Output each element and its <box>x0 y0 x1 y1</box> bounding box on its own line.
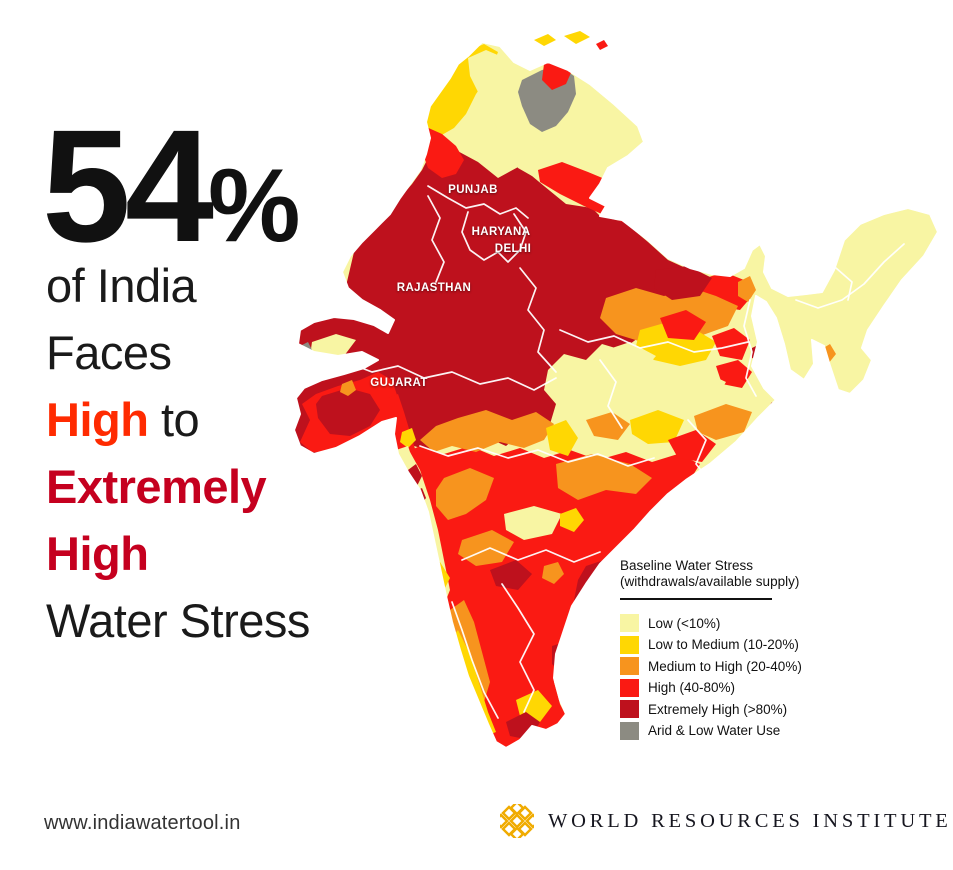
legend-label-arid: Arid & Low Water Use <box>648 723 781 739</box>
legend-label-low-to-medium: Low to Medium (10-20%) <box>648 637 799 653</box>
headline-text: of India Faces High to Extremely High Wa… <box>46 252 310 654</box>
legend-swatch-high <box>620 678 639 697</box>
headline-line-faces: Faces <box>46 326 172 379</box>
headline-line-of-india: of India <box>46 259 197 312</box>
headline-line-high-to: High to <box>46 386 310 453</box>
label-haryana: HARYANA <box>472 226 531 238</box>
stat-percent-sign: % <box>207 148 300 264</box>
legend-item-high: High (40-80%) <box>620 677 850 699</box>
legend-swatch-low-to-medium <box>620 635 639 654</box>
headline-word-high: High <box>46 393 149 446</box>
headline-word-extremely: Extremely <box>46 460 267 513</box>
legend-item-extremely-high: Extremely High (>80%) <box>620 699 850 721</box>
state-labels: PUNJAB HARYANA DELHI RAJASTHAN GUJARAT <box>370 184 531 389</box>
label-gujarat: GUJARAT <box>370 377 428 389</box>
legend-swatch-arid <box>620 721 639 740</box>
headline-word-high2: High <box>46 527 149 580</box>
website-link[interactable]: www.indiawatertool.in <box>44 812 241 834</box>
legend-label-medium-to-high: Medium to High (20-40%) <box>648 658 802 674</box>
legend-label-low: Low (<10%) <box>648 615 721 631</box>
legend-label-high: High (40-80%) <box>648 680 736 696</box>
legend-divider <box>620 598 772 600</box>
label-delhi: DELHI <box>495 243 532 255</box>
map-legend: Baseline Water Stress (withdrawals/avail… <box>620 558 850 742</box>
headline-stat: 54% <box>42 106 300 266</box>
label-rajasthan: RAJASTHAN <box>397 282 472 294</box>
state-boundaries <box>345 185 905 719</box>
legend-swatch-medium-to-high <box>620 657 639 676</box>
legend-item-low-to-medium: Low to Medium (10-20%) <box>620 634 850 656</box>
map-north-fragments <box>534 31 608 50</box>
legend-item-medium-to-high: Medium to High (20-40%) <box>620 656 850 678</box>
legend-swatch-low <box>620 614 639 633</box>
legend-item-low: Low (<10%) <box>620 613 850 635</box>
headline-line-water-stress: Water Stress <box>46 594 310 647</box>
stat-number: 54 <box>42 96 214 275</box>
legend-swatch-extremely-high <box>620 700 639 719</box>
wri-logo-text: WORLD RESOURCES INSTITUTE <box>548 809 952 832</box>
wri-lattice-icon <box>500 804 534 838</box>
legend-title: Baseline Water Stress (withdrawals/avail… <box>620 558 850 589</box>
wri-logo: WORLD RESOURCES INSTITUTE <box>500 804 952 838</box>
headline-word-to: to <box>148 393 200 446</box>
legend-title-line1: Baseline Water Stress <box>620 558 754 573</box>
label-punjab: PUNJAB <box>448 184 498 196</box>
legend-title-line2: (withdrawals/available supply) <box>620 573 800 589</box>
legend-items: Low (<10%) Low to Medium (10-20%) Medium… <box>620 613 850 742</box>
legend-item-arid: Arid & Low Water Use <box>620 720 850 742</box>
india-outline-stroke <box>293 41 939 749</box>
legend-label-extremely-high: Extremely High (>80%) <box>648 701 788 717</box>
